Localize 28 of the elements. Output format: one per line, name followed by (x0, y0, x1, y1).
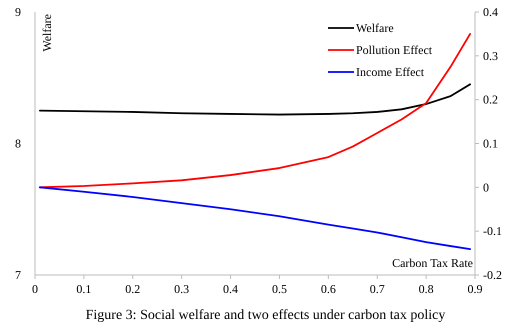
line-series (38, 186, 472, 250)
y2-tick-label: -0.2 (483, 268, 502, 282)
y2-tick-label: 0.2 (483, 92, 498, 107)
y-axis-title: Welfare (40, 14, 54, 52)
y-tick-label: 9 (15, 5, 21, 19)
x-tick-label: 0.7 (370, 282, 385, 296)
y2-tick-label: 0.4 (483, 5, 498, 19)
x-tick-label: 0.9 (468, 282, 482, 296)
x-tick-label: 0.5 (272, 282, 287, 296)
y-tick-label: 8 (15, 136, 21, 150)
y2-tick-label: 0.3 (483, 48, 498, 63)
x-tick-label: 0.2 (125, 282, 140, 296)
y2-tick-label: 0.1 (483, 136, 498, 150)
y2-tick-label: 0 (483, 180, 489, 194)
x-tick-label: 0.3 (174, 282, 190, 296)
x-tick-label: 0.1 (76, 282, 92, 296)
y-tick-label: 7 (15, 268, 21, 282)
y2-tick-label: -0.1 (483, 224, 502, 238)
x-tick-label: 0.8 (418, 282, 434, 296)
x-tick-label: 0.6 (320, 282, 336, 296)
legend-label: Income Effect (356, 65, 425, 79)
line-series (38, 83, 472, 116)
x-axis-title: Carbon Tax Rate (392, 256, 473, 270)
legend-label: Pollution Effect (356, 43, 433, 57)
text: Figure 3: Social welfare and two effects under carbon tax policy (86, 308, 446, 323)
x-tick-label: 0.4 (223, 282, 238, 296)
x-tick-label: 0 (32, 282, 38, 296)
legend-label: Welfare (356, 21, 394, 35)
